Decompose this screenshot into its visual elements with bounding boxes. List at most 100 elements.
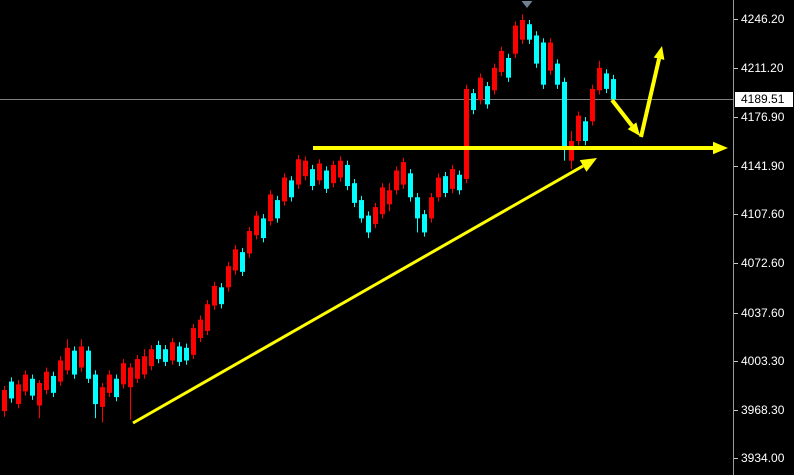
candle-wick	[130, 363, 131, 420]
candle	[604, 69, 609, 94]
candle	[520, 14, 525, 44]
axis-label: 4107.60	[741, 207, 785, 222]
candle-body	[604, 73, 609, 89]
candle-body	[310, 169, 315, 187]
candle	[541, 38, 546, 89]
candle	[142, 349, 147, 379]
candle-body	[261, 218, 266, 239]
candle-body	[51, 375, 56, 393]
candle-body	[331, 164, 336, 184]
candle	[58, 356, 63, 386]
candle	[30, 374, 35, 400]
candle-body	[114, 378, 119, 398]
candle	[9, 377, 14, 403]
candle	[268, 190, 273, 226]
candle	[492, 63, 497, 95]
axis-label: 4176.90	[741, 109, 785, 124]
candle	[436, 173, 441, 202]
candle-body	[464, 88, 469, 179]
candle-body	[254, 215, 259, 236]
candle-body	[478, 77, 483, 101]
candle-body	[527, 24, 532, 40]
pullback-down-arrow[interactable]	[610, 98, 640, 136]
candle-body	[219, 287, 224, 305]
candle	[338, 156, 343, 182]
candle-body	[562, 81, 567, 149]
axis-tick	[734, 68, 738, 70]
candle	[247, 226, 252, 258]
rising-trendline-arrow-head[interactable]	[579, 158, 597, 172]
candle-body	[401, 162, 406, 185]
candle	[548, 38, 553, 75]
axis-label: 4072.60	[741, 256, 785, 271]
candle	[100, 382, 105, 423]
candle	[443, 171, 448, 198]
breakout-up-arrow-line[interactable]	[639, 58, 662, 138]
candle-body	[387, 190, 392, 205]
candle	[184, 343, 189, 365]
candle	[275, 195, 280, 223]
candle	[303, 156, 308, 181]
candle-body	[156, 344, 161, 360]
candle-body	[324, 170, 329, 189]
candle	[576, 111, 581, 146]
candle	[107, 370, 112, 398]
candle	[114, 374, 119, 402]
axis-tick	[734, 458, 738, 460]
axis-label: 3968.30	[741, 403, 785, 418]
candle	[198, 315, 203, 343]
axis-tick	[734, 312, 738, 314]
candle	[366, 211, 371, 239]
candle-body	[233, 249, 238, 271]
resistance-line-arrow-head[interactable]	[713, 141, 728, 155]
candle	[352, 178, 357, 208]
pullback-down-arrow-line[interactable]	[610, 98, 634, 127]
candle-body	[275, 200, 280, 219]
candle-body	[541, 42, 546, 85]
candle-body	[93, 374, 98, 405]
axis-tick	[734, 360, 738, 362]
candle	[170, 337, 175, 365]
resistance-line-arrow[interactable]	[313, 141, 728, 155]
axis-tick	[734, 116, 738, 118]
candle-body	[296, 159, 301, 185]
candle	[499, 46, 504, 77]
candle-body	[611, 79, 616, 100]
candle	[79, 339, 84, 372]
candle	[380, 183, 385, 219]
candle-body	[506, 57, 511, 78]
candle-body	[2, 390, 7, 412]
rising-trendline-arrow[interactable]	[132, 158, 597, 425]
candle	[310, 164, 315, 191]
candle	[359, 195, 364, 223]
rising-trendline-arrow-line[interactable]	[132, 164, 584, 425]
candle	[597, 60, 602, 95]
candle	[65, 339, 70, 375]
breakout-up-arrow-head[interactable]	[653, 46, 665, 60]
candle-body	[597, 67, 602, 91]
candle-body	[212, 285, 217, 306]
axis-tick	[734, 214, 738, 216]
pullback-down-arrow-head[interactable]	[627, 122, 640, 136]
candle-body	[443, 176, 448, 194]
candle-body	[240, 252, 245, 272]
candle-body	[30, 378, 35, 396]
candle	[37, 380, 42, 419]
candle	[457, 170, 462, 195]
breakout-up-arrow[interactable]	[639, 46, 665, 138]
candle	[408, 169, 413, 202]
candle	[240, 247, 245, 277]
candle-body	[422, 214, 427, 233]
axis-label: 4246.20	[741, 12, 785, 27]
candle-body	[205, 304, 210, 331]
candle	[331, 160, 336, 188]
candle	[471, 88, 476, 115]
candle-body	[149, 349, 154, 367]
peak-down-triangle-marker[interactable]	[521, 1, 533, 8]
candle-body	[9, 381, 14, 399]
candle	[121, 359, 126, 389]
candle	[464, 84, 469, 184]
candle-body	[58, 360, 63, 382]
candle-body	[37, 382, 42, 406]
